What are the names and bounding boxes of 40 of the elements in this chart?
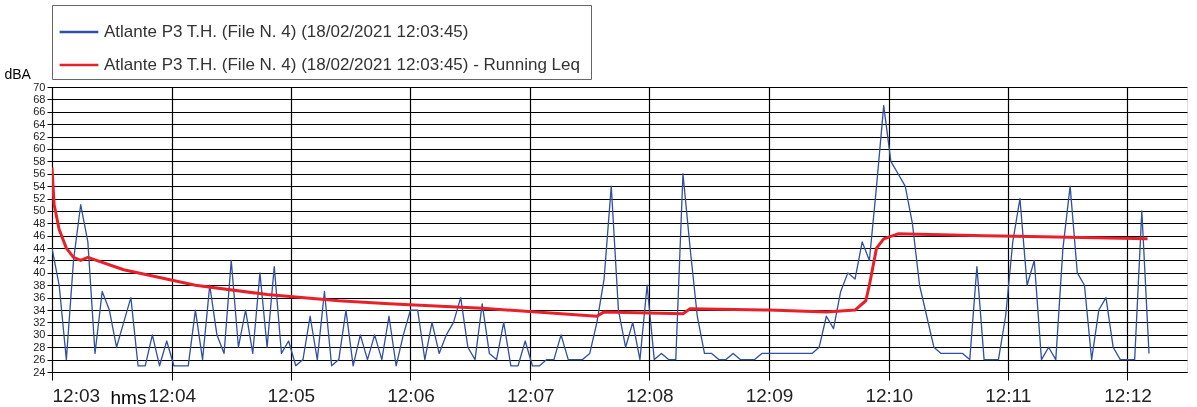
y-tick-label: 54 bbox=[33, 179, 46, 192]
y-tick-label: 32 bbox=[33, 315, 46, 328]
x-tick-label: 12:04 bbox=[148, 384, 197, 406]
line-series bbox=[52, 166, 1150, 318]
x-tick-label: 12:09 bbox=[745, 384, 794, 406]
y-tick-label: 64 bbox=[33, 117, 46, 130]
x-tick-label: 12:07 bbox=[506, 384, 555, 406]
x-tick-label: 12:11 bbox=[985, 384, 1032, 406]
y-tick-label: 28 bbox=[33, 340, 46, 353]
x-axis-title: hms bbox=[110, 386, 147, 407]
y-tick-label: 42 bbox=[33, 253, 46, 266]
y-tick-label: 38 bbox=[33, 278, 46, 291]
y-tick-label: 26 bbox=[33, 353, 46, 366]
x-tick-label: 12:10 bbox=[865, 384, 913, 406]
y-axis-title: dBA bbox=[4, 65, 32, 82]
y-tick-label: 34 bbox=[33, 303, 46, 316]
x-tick-label: 12:12 bbox=[1104, 384, 1152, 406]
y-tick-label: 60 bbox=[33, 142, 46, 155]
y-tick-label: 24 bbox=[33, 365, 46, 378]
y-tick-label: 50 bbox=[33, 204, 46, 217]
y-tick-label: 52 bbox=[33, 192, 46, 205]
y-tick-label: 48 bbox=[33, 216, 46, 229]
y-tick-label: 30 bbox=[33, 328, 46, 341]
y-tick-label: 70 bbox=[33, 80, 46, 93]
y-tick-label: 62 bbox=[33, 130, 46, 143]
x-tick-label: 12:08 bbox=[625, 384, 674, 406]
y-tick-label: 40 bbox=[33, 266, 46, 279]
y-tick-label: 68 bbox=[33, 92, 46, 105]
y-tick-label: 44 bbox=[33, 241, 46, 254]
y-tick-label: 36 bbox=[33, 291, 46, 304]
y-tick-label: 66 bbox=[33, 105, 46, 118]
x-tick-label: 12:05 bbox=[267, 384, 316, 406]
legend-label: Atlante P3 T.H. (File N. 4) (18/02/2021 12:03:45) bbox=[104, 22, 469, 41]
line-series bbox=[52, 104, 1150, 367]
y-tick-label: 58 bbox=[33, 154, 46, 167]
y-tick-label: 56 bbox=[33, 167, 46, 180]
legend-label: Atlante P3 T.H. (File N. 4) (18/02/2021 12:03:45) - Running Leq bbox=[104, 55, 580, 74]
x-tick-label: 12:03 bbox=[52, 384, 101, 406]
x-tick-label: 12:06 bbox=[387, 384, 435, 406]
y-tick-label: 46 bbox=[33, 229, 46, 242]
